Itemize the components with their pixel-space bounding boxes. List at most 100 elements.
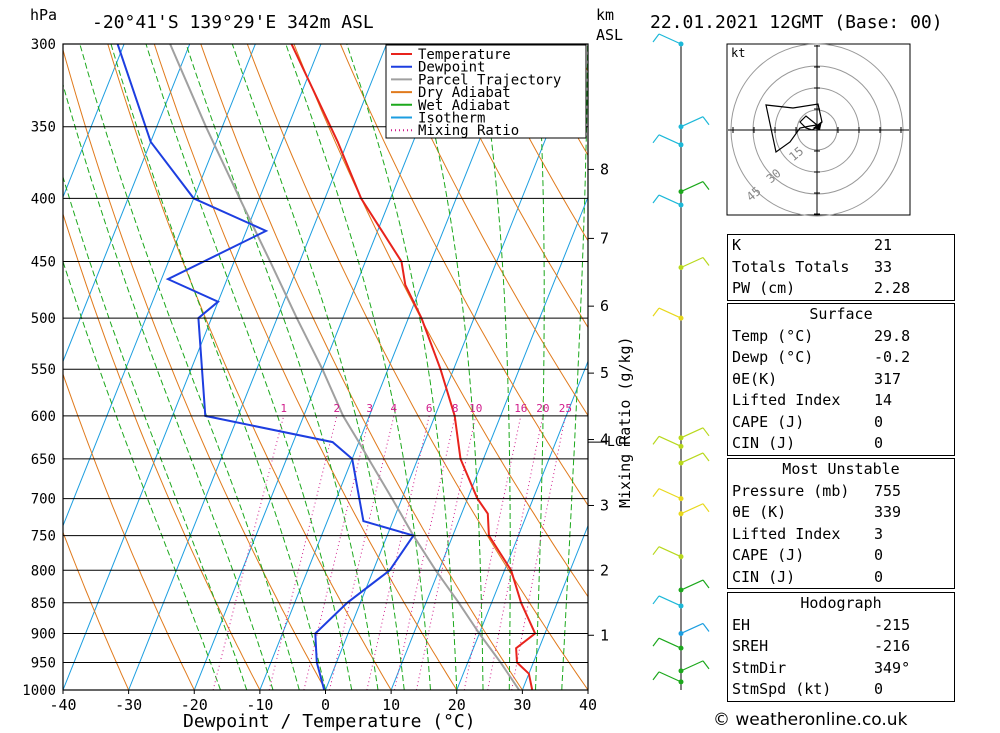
table-row: CIN (J) 0 [728, 567, 954, 589]
wind-barb-flag [652, 33, 660, 43]
km-tick-label: 2 [600, 561, 609, 579]
wind-level-dot [678, 435, 684, 441]
mixing-ratio-line [329, 415, 395, 690]
row-value: 755 [874, 481, 902, 500]
km-label: km [596, 6, 614, 24]
wind-level-dot [678, 142, 684, 148]
pressure-tick-label: 600 [31, 409, 56, 425]
wind-level-dot [678, 41, 684, 47]
mixing-ratio-tick-label: 3 [366, 402, 373, 415]
wind-barb-flag [702, 503, 710, 513]
pressure-tick-label: 400 [31, 191, 56, 207]
dry-adiabat-line [992, 44, 1000, 690]
table-row: Temp (°C) 29.8 [728, 326, 954, 348]
row-label: CIN (J) [732, 567, 796, 586]
wind-barb [658, 33, 682, 45]
wind-barb [680, 452, 704, 464]
row-value: 21 [874, 236, 893, 254]
table-row: K 21 [728, 235, 954, 257]
dry-adiabat-line [200, 44, 523, 690]
table-row: StmSpd (kt) 0 [728, 679, 954, 701]
isotherm-line [456, 360, 588, 690]
dry-adiabat-line [63, 530, 130, 690]
wind-barb-flag [652, 307, 660, 317]
hodograph-table-title: Hodograph [800, 594, 882, 612]
table-row: EH -215 [728, 615, 954, 637]
datetime-title: 22.01.2021 12GMT (Base: 00) [650, 12, 943, 33]
mixing-ratio-tick-label: 4 [391, 402, 398, 415]
wind-level-dot [678, 679, 684, 685]
dry-adiabat-line [432, 44, 588, 329]
row-value: -0.2 [874, 348, 911, 366]
mixing-ratio-line [303, 415, 371, 690]
wind-barb-flag [702, 579, 710, 589]
wind-barb [658, 637, 682, 649]
wind-profile [652, 33, 710, 690]
table-row: CIN (J) 0 [728, 433, 954, 455]
row-label: θE (K) [732, 503, 787, 521]
wet-adiabat-line [110, 44, 326, 690]
wind-barb [658, 307, 682, 319]
pressure-tick-label: 900 [31, 626, 56, 642]
wind-barb [658, 134, 682, 146]
mixing-ratio-tick-label: 1 [280, 402, 287, 415]
legend-label: Temperature [418, 47, 511, 63]
row-value: 317 [874, 369, 902, 388]
wind-barb-flag [652, 134, 660, 144]
isotherm-line [325, 44, 584, 690]
x-tick-label: 0 [321, 696, 330, 714]
most-unstable-title: Most Unstable [782, 460, 900, 478]
row-value: 339 [874, 503, 902, 521]
x-tick-label: -30 [115, 696, 142, 714]
row-value: 0 [874, 546, 884, 564]
wind-level-dot [678, 630, 684, 636]
km-tick-label: 6 [600, 297, 609, 315]
row-label: Lifted Index [732, 391, 841, 409]
legend-label: Dewpoint [418, 60, 485, 76]
wind-barb-flag [702, 427, 710, 437]
mixing-ratio-line [268, 415, 338, 690]
dry-adiabat-line [479, 44, 588, 242]
wind-barb [658, 194, 682, 206]
surface-title: Surface [809, 305, 873, 323]
row-value: -216 [874, 637, 911, 655]
wind-barb-flag [652, 671, 660, 681]
pressure-tick-label: 550 [31, 362, 56, 378]
isotherm-line [63, 44, 125, 199]
km-tick-label: 3 [600, 496, 609, 514]
pressure-tick-label: 800 [31, 563, 56, 579]
legend-label: Wet Adiabat [418, 98, 511, 114]
wind-barb [658, 595, 682, 607]
mixing-ratio-tick-label: 25 [559, 402, 572, 415]
hpa-label: hPa [30, 6, 57, 24]
pressure-tick-label: 350 [31, 120, 56, 136]
pressure-tick-label: 1000 [22, 683, 56, 699]
isotherm-line [63, 44, 322, 690]
mixing-ratio-tick-label: 20 [536, 402, 549, 415]
table-row: SREH -216 [728, 636, 954, 658]
isotherm-line [390, 195, 588, 690]
mixing-ratio-line [212, 415, 285, 690]
row-label: Dewp (°C) [732, 348, 814, 366]
wind-barb [680, 427, 704, 439]
table-row: θE (K) 339 [728, 502, 954, 524]
wind-barb-flag [702, 660, 710, 670]
most-unstable-table: Most Unstable Pressure (mb) 755 θE (K) 339… [727, 458, 955, 589]
km-tick-label: 1 [600, 626, 609, 644]
pressure-tick-label: 850 [31, 596, 56, 612]
table-row: θE(K) 317 [728, 369, 954, 391]
wind-level-dot [678, 587, 684, 593]
row-label: StmDir [732, 658, 787, 677]
row-value: 0 [874, 434, 884, 452]
wet-adiabat-line [346, 44, 458, 690]
legend-label: Parcel Trajectory [418, 72, 561, 88]
isotherm-line [259, 44, 519, 690]
lcl-label: LCL [607, 435, 631, 450]
x-tick-label: -40 [49, 696, 76, 714]
table-row: Lifted Index 3 [728, 524, 954, 546]
table-row: CAPE (J) 0 [728, 412, 954, 434]
km-tick-label: 5 [600, 364, 609, 382]
mixing-ratio-tick-label: 6 [426, 402, 433, 415]
copyright-link[interactable]: © weatheronline.co.uk [713, 710, 908, 730]
